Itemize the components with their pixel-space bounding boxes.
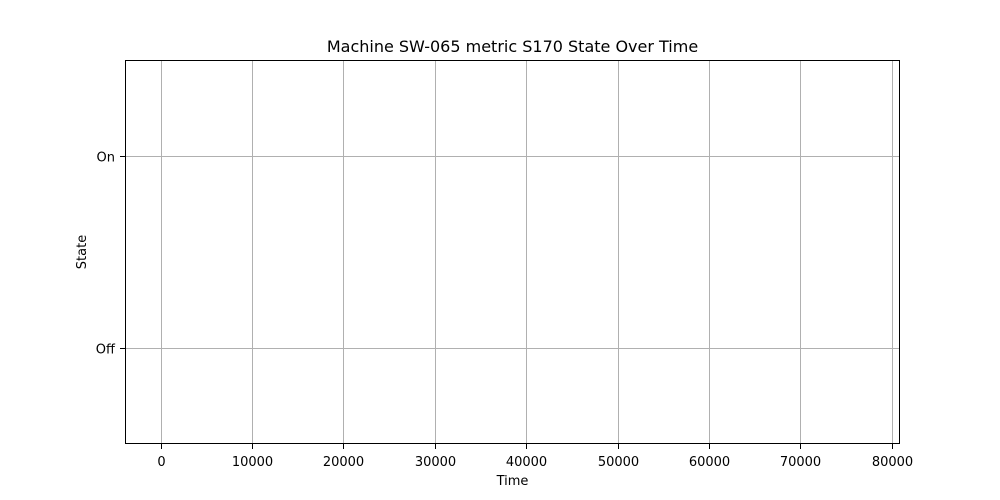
tick-marks (120, 156, 893, 449)
y-axis-label: State (75, 235, 90, 269)
plot-frame (125, 60, 900, 444)
tick-labels: 0 10000 20000 30000 40000 50000 60000 70000 8000… (96, 151, 913, 471)
y-tick-label: Off (96, 343, 116, 358)
x-tick-label: 30000 (415, 455, 456, 470)
x-tick-label: 50000 (598, 455, 639, 470)
x-tick-label: 60000 (689, 455, 730, 470)
x-tick-label: 0 (157, 455, 165, 470)
x-tick-label: 70000 (780, 455, 821, 470)
grid-lines (125, 60, 900, 444)
y-tick-label: On (97, 151, 115, 166)
chart-title: Machine SW-065 metric S170 State Over Ti… (327, 37, 698, 56)
x-tick-label: 80000 (872, 455, 913, 470)
x-tick-label: 40000 (506, 455, 547, 470)
x-axis-label: Time (496, 474, 529, 489)
x-tick-label: 20000 (323, 455, 364, 470)
x-tick-label: 10000 (232, 455, 273, 470)
plot-area (125, 60, 900, 444)
